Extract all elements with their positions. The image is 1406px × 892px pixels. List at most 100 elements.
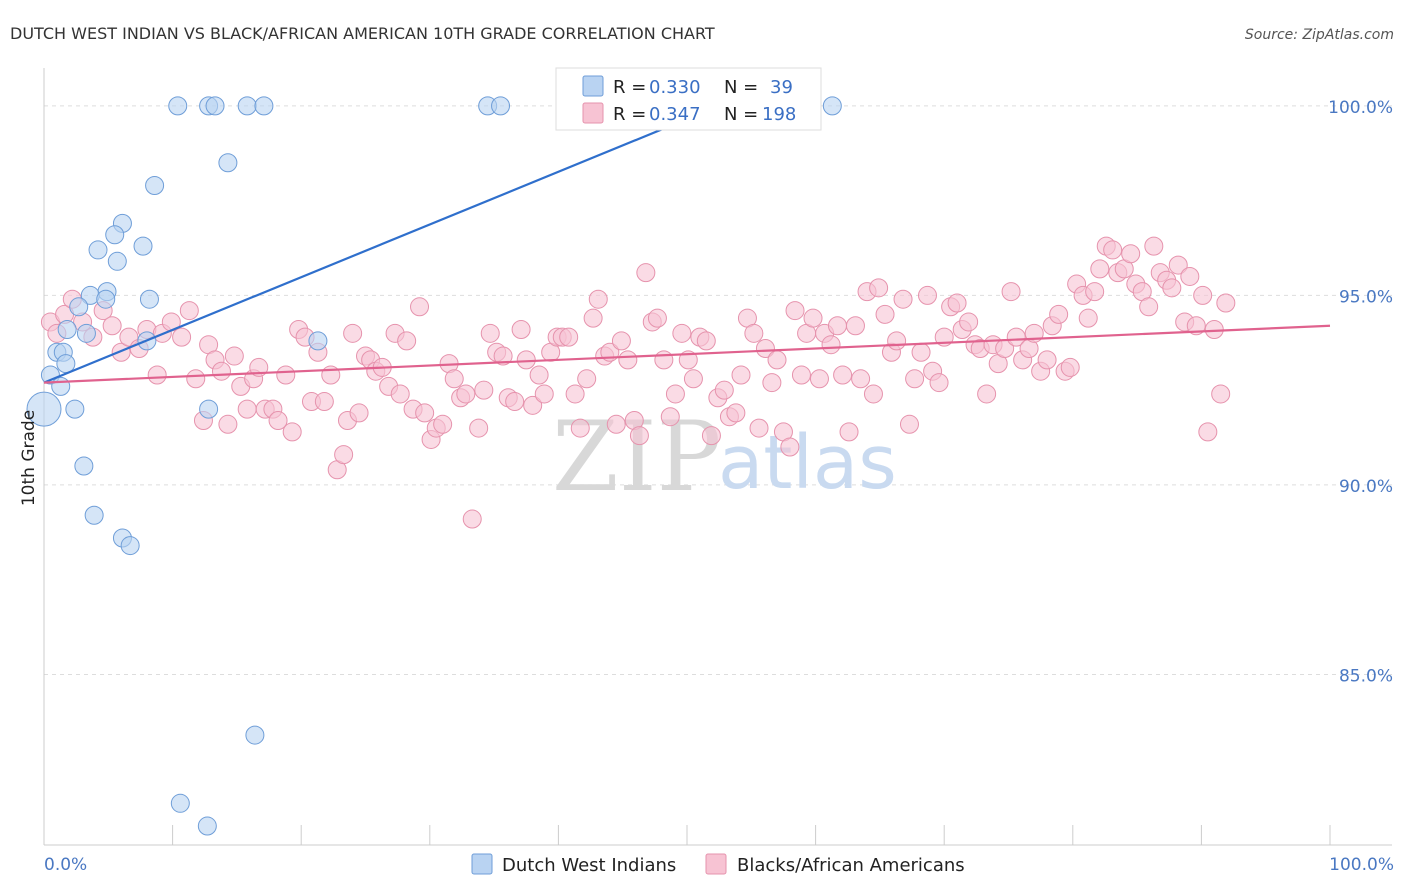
point-pink-125: [839, 422, 859, 442]
point-pink-185: [1198, 422, 1218, 442]
point-pink-90: [629, 426, 649, 446]
point-pink-73: [529, 365, 549, 385]
point-blue-4: [254, 96, 274, 116]
point-pink-134: [893, 289, 913, 309]
point-pink-180: [1168, 255, 1188, 275]
point-pink-31: [276, 365, 296, 385]
point-pink-102: [701, 426, 721, 446]
point-pink-88: [618, 350, 638, 370]
point-pink-82: [583, 308, 603, 328]
point-pink-101: [696, 331, 716, 351]
point-blue-18: [139, 289, 159, 309]
point-pink-158: [1037, 350, 1057, 370]
point-pink-153: [1006, 327, 1026, 347]
point-pink-111: [755, 338, 775, 358]
point-pink-53: [410, 297, 430, 317]
point-blue-32: [74, 456, 94, 476]
point-pink-131: [875, 304, 895, 324]
point-pink-107: [731, 365, 751, 385]
point-blue-38: [197, 816, 217, 836]
point-pink-59: [444, 369, 464, 389]
point-pink-172: [1121, 244, 1141, 264]
point-blue-29: [26, 391, 62, 427]
point-blue-17: [96, 289, 116, 309]
point-pink-15: [172, 327, 192, 347]
point-blue-23: [308, 331, 328, 351]
point-blue-20: [57, 320, 77, 340]
point-pink-8: [111, 342, 131, 362]
point-pink-127: [851, 369, 871, 389]
point-blue-19: [69, 297, 89, 317]
point-blue-31: [199, 399, 219, 419]
point-pink-96: [665, 384, 685, 404]
point-pink-133: [887, 331, 907, 351]
point-blue-28: [51, 376, 71, 396]
point-pink-91: [636, 263, 656, 283]
point-pink-175: [1139, 297, 1159, 317]
point-pink-145: [959, 312, 979, 332]
legend-swatch-blue: [582, 75, 604, 97]
point-pink-123: [827, 316, 847, 336]
point-pink-12: [147, 365, 167, 385]
point-pink-117: [791, 365, 811, 385]
point-pink-37: [314, 392, 334, 412]
point-pink-16: [179, 301, 199, 321]
watermark-atlas: atlas: [718, 420, 897, 506]
point-pink-138: [917, 285, 937, 305]
point-pink-166: [1085, 282, 1105, 302]
point-pink-148: [977, 384, 997, 404]
legend-n-label-2: N =: [724, 104, 758, 125]
point-pink-83: [588, 289, 608, 309]
legend-swatch-pink: [582, 102, 604, 124]
point-pink-22: [218, 414, 238, 434]
legend-r-label-1: R =: [613, 77, 646, 98]
point-pink-94: [654, 350, 674, 370]
point-blue-6: [491, 96, 511, 116]
point-blue-35: [120, 536, 140, 556]
point-pink-169: [1103, 240, 1123, 260]
point-pink-61: [456, 384, 476, 404]
point-pink-116: [785, 301, 805, 321]
point-pink-106: [726, 403, 746, 423]
point-blue-7: [822, 96, 842, 116]
y-axis-label: 10th Grade: [19, 410, 39, 506]
point-blue-0: [168, 96, 188, 116]
series-legend-label-1: Dutch West Indians: [502, 855, 676, 876]
point-blue-3: [237, 96, 257, 116]
point-pink-152: [1001, 282, 1021, 302]
point-pink-182: [1180, 266, 1200, 286]
point-pink-71: [516, 350, 536, 370]
point-pink-43: [349, 403, 369, 423]
point-pink-32: [282, 422, 302, 442]
point-pink-126: [845, 316, 865, 336]
point-pink-184: [1193, 285, 1213, 305]
point-pink-135: [899, 414, 919, 434]
series-legend: Dutch West Indians Blacks/African Americ…: [471, 853, 965, 876]
point-pink-167: [1090, 259, 1110, 279]
point-pink-81: [577, 369, 597, 389]
point-pink-69: [505, 392, 525, 412]
point-blue-30: [65, 399, 85, 419]
point-blue-2: [205, 96, 225, 116]
point-pink-64: [474, 380, 494, 400]
point-pink-120: [809, 369, 829, 389]
series-legend-swatch-pink: [705, 853, 727, 875]
point-pink-143: [947, 293, 967, 313]
point-pink-87: [611, 331, 631, 351]
point-pink-109: [744, 323, 764, 343]
point-pink-162: [1060, 357, 1080, 377]
point-pink-17: [186, 369, 206, 389]
point-pink-99: [683, 369, 703, 389]
point-pink-122: [821, 335, 841, 355]
y-tick-label-2: 90.0%: [1339, 477, 1393, 497]
point-pink-110: [749, 418, 769, 438]
y-tick-label-0: 100.0%: [1328, 98, 1393, 118]
point-blue-21: [76, 323, 96, 343]
legend-r-value-2: 0.347: [649, 104, 701, 125]
point-pink-50: [390, 384, 410, 404]
legend-r-value-1: 0.330: [649, 77, 701, 98]
point-pink-188: [1216, 293, 1236, 313]
point-pink-176: [1144, 236, 1164, 256]
legend-n-label-1: N =: [724, 77, 758, 98]
